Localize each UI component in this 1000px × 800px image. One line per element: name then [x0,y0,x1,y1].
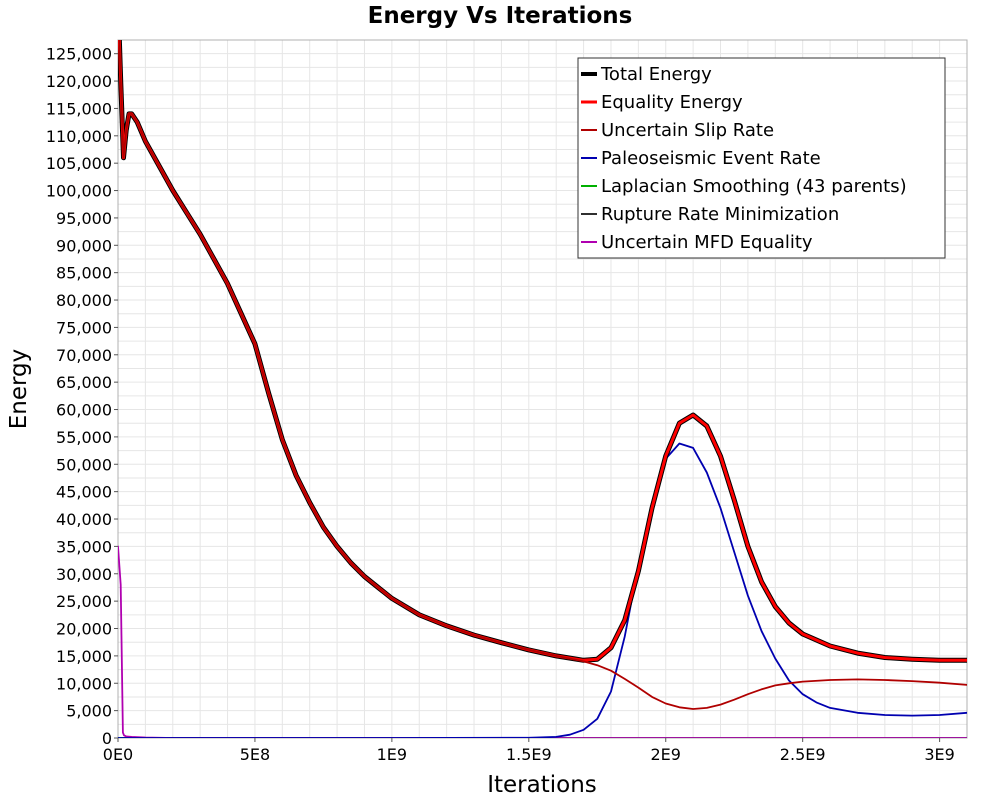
y-tick-label: 75,000 [56,318,112,337]
series-layer [118,40,967,738]
y-tick-label: 80,000 [56,291,112,310]
y-tick-label: 120,000 [46,72,112,91]
y-tick-label: 15,000 [56,647,112,666]
y-tick-label: 40,000 [56,510,112,529]
grid-lines [118,40,967,738]
legend-label-laplacian-smoothing-43-parents: Laplacian Smoothing (43 parents) [601,176,907,197]
legend-box [577,57,946,259]
x-axis-label: Iterations [487,772,597,798]
legend-label-uncertain-slip-rate: Uncertain Slip Rate [601,120,774,141]
legend-label-total-energy: Total Energy [600,64,712,85]
y-tick-label: 85,000 [56,264,112,283]
y-tick-label: 70,000 [56,346,112,365]
legend-label-paleoseismic-event-rate: Paleoseismic Event Rate [601,148,821,169]
y-tick-label: 65,000 [56,373,112,392]
y-tick-label: 100,000 [46,182,112,201]
y-tick-label: 60,000 [56,401,112,420]
x-axis-ticks: 0E0 5E8 1E9 1.5E9 2E9 2.5E9 3E9 [103,738,955,764]
y-tick-label: 5,000 [66,702,112,721]
y-tick-label: 35,000 [56,537,112,556]
y-tick-label: 110,000 [46,127,112,146]
y-tick-label: 95,000 [56,209,112,228]
x-tick-label: 1.5E9 [506,745,552,764]
x-tick-label: 5E8 [240,745,270,764]
y-tick-label: 45,000 [56,483,112,502]
x-tick-label: 0E0 [103,745,133,764]
legend-label-rupture-rate-minimization: Rupture Rate Minimization [601,204,839,225]
legend: Total Energy Equality Energy Uncertain Sli… [577,57,946,259]
y-tick-label: 50,000 [56,455,112,474]
x-tick-label: 2E9 [651,745,681,764]
y-tick-label: 0 [102,729,112,748]
series-line-uncertain-slip-rate [118,40,967,710]
y-tick-label: 90,000 [56,236,112,255]
y-tick-label: 20,000 [56,620,112,639]
x-tick-label: 2.5E9 [780,745,826,764]
y-tick-label: 115,000 [46,99,112,118]
y-tick-label: 30,000 [56,565,112,584]
y-tick-label: 25,000 [56,592,112,611]
legend-label-uncertain-mfd-equality: Uncertain MFD Equality [601,232,813,253]
x-tick-label: 1E9 [377,745,407,764]
y-tick-label: 55,000 [56,428,112,447]
y-tick-label: 125,000 [46,45,112,64]
series-line-paleoseismic-event-rate [118,442,967,738]
y-axis-label: Energy [6,349,32,430]
y-tick-label: 105,000 [46,154,112,173]
y-axis-ticks: 0 5,000 10,000 15,000 20,000 25,000 30,000 35,0… [46,45,118,748]
y-tick-label: 10,000 [56,674,112,693]
legend-label-equality-energy: Equality Energy [601,92,743,113]
chart-title: Energy Vs Iterations [368,3,633,29]
x-tick-label: 3E9 [924,745,954,764]
